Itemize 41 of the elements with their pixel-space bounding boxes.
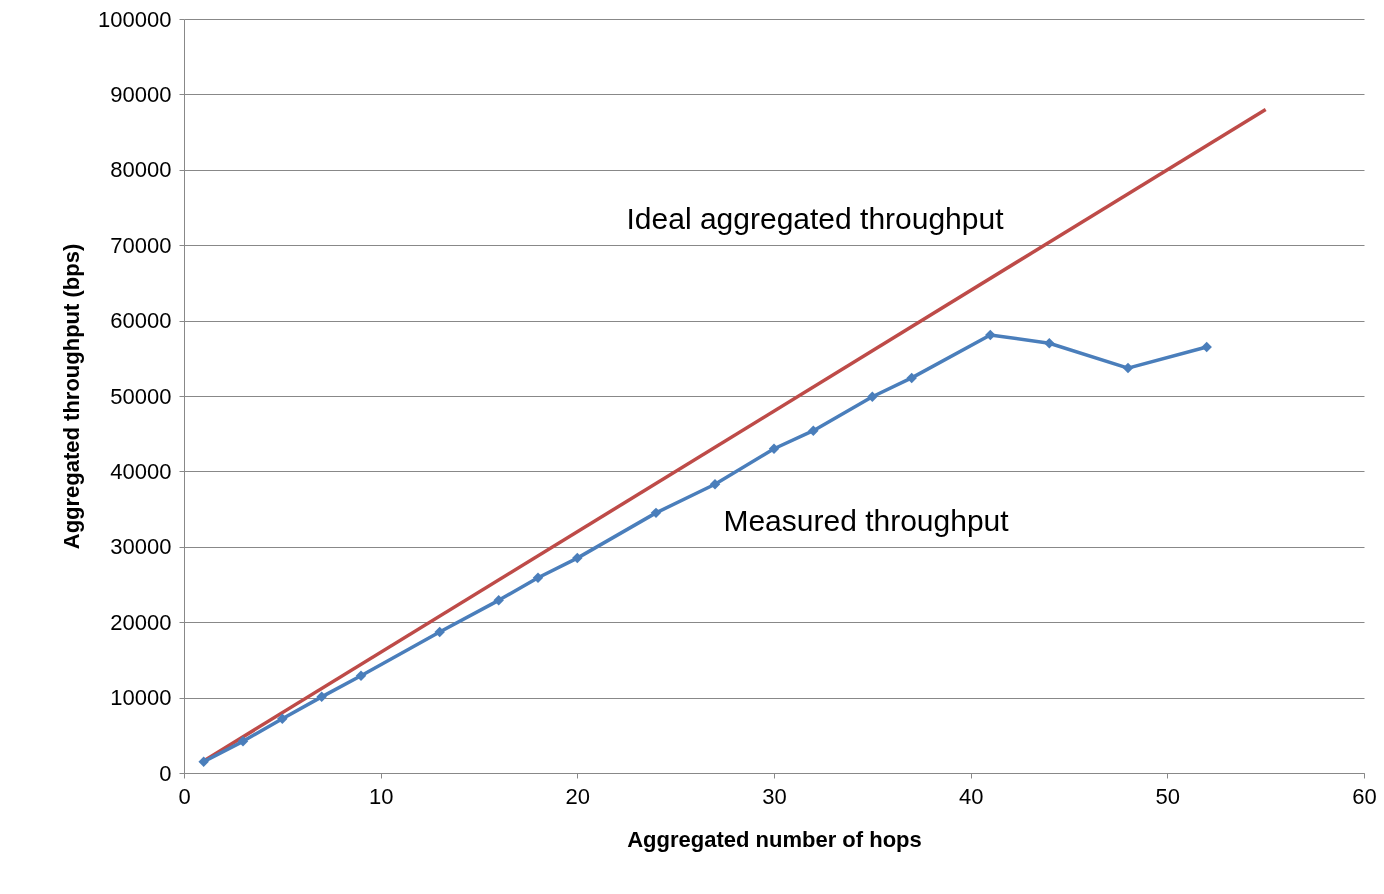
point bbox=[316, 691, 327, 703]
x-tick-label: 0 bbox=[178, 783, 191, 809]
point bbox=[572, 552, 583, 564]
annotation: Measured throughput bbox=[723, 504, 1010, 537]
x-tick-label: 50 bbox=[1155, 783, 1181, 809]
point bbox=[1122, 362, 1134, 374]
point bbox=[237, 736, 249, 747]
y-tick-label: 60000 bbox=[110, 308, 172, 334]
y-tick-label: 0 bbox=[159, 760, 172, 786]
point bbox=[808, 425, 819, 436]
annotation: Ideal aggregated throughput bbox=[626, 202, 1005, 235]
point bbox=[532, 572, 544, 583]
point bbox=[709, 478, 721, 490]
point bbox=[493, 595, 504, 606]
point bbox=[650, 507, 662, 519]
point bbox=[355, 670, 367, 681]
point bbox=[906, 372, 917, 384]
point bbox=[277, 713, 288, 724]
y-tick-label: 20000 bbox=[110, 609, 172, 635]
y-tick-label: 40000 bbox=[110, 458, 172, 484]
point bbox=[198, 756, 209, 767]
point bbox=[768, 443, 780, 455]
y-axis-title: Aggregated throughput (bps) bbox=[59, 243, 85, 550]
x-axis-title: Aggregated number of hops bbox=[627, 826, 922, 852]
y-tick-label: 30000 bbox=[110, 534, 172, 560]
point bbox=[1044, 337, 1055, 349]
point bbox=[867, 391, 878, 402]
y-tick-label: 10000 bbox=[110, 685, 172, 711]
point bbox=[1201, 341, 1212, 353]
x-tick-label: 40 bbox=[958, 783, 984, 809]
y-tick-label: 90000 bbox=[110, 81, 172, 107]
y-tick-label: 80000 bbox=[110, 157, 172, 183]
x-tick-label: 10 bbox=[368, 783, 394, 809]
x-tick-label: 20 bbox=[565, 783, 591, 809]
y-tick-label: 100000 bbox=[98, 6, 172, 32]
x-tick-label: 60 bbox=[1352, 783, 1377, 809]
point bbox=[985, 329, 996, 341]
point bbox=[434, 626, 445, 638]
x-tick-label: 30 bbox=[762, 783, 787, 809]
y-tick-label: 50000 bbox=[110, 383, 172, 409]
y-tick-label: 70000 bbox=[110, 232, 172, 258]
